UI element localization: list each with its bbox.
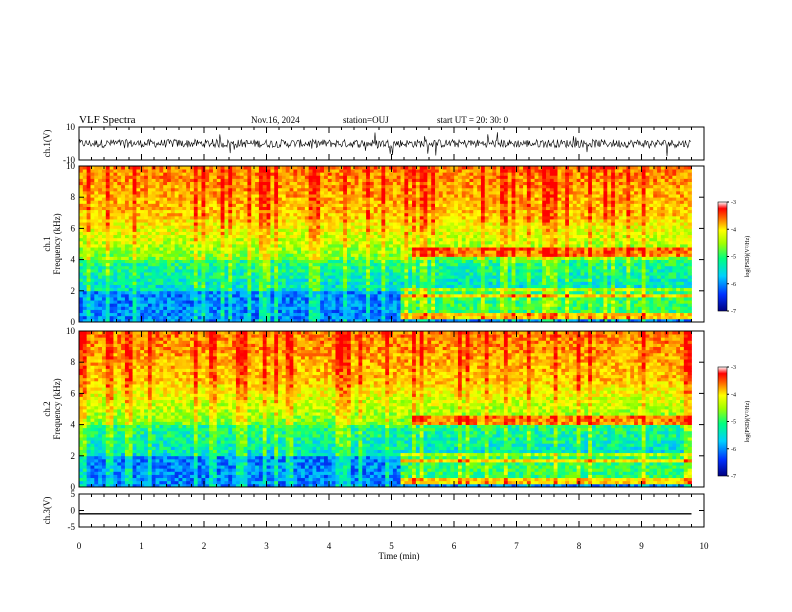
x-tick-label: 7 (514, 541, 519, 551)
y-tick-label: 0 (71, 506, 76, 516)
x-tick-label: 5 (389, 541, 394, 551)
colorbar-label: log(PSD)(V²/Hz) (744, 401, 751, 442)
start-time-label: start UT = 20: 30: 0 (437, 115, 509, 125)
y-axis-label: ch.1(V) (42, 130, 52, 158)
y-tick-label: 2 (71, 451, 76, 461)
colorbar-tick-label: -7 (731, 474, 736, 480)
y-tick-label: 4 (71, 420, 76, 430)
station-label: station=OUJ (343, 115, 389, 125)
colorbar-gradient (717, 201, 728, 312)
x-tick-label: 8 (577, 541, 582, 551)
colorbar-tick-label: -3 (731, 200, 736, 206)
y-tick-label: 8 (71, 192, 76, 202)
x-tick-label: 3 (264, 541, 269, 551)
x-tick-label: 2 (202, 541, 207, 551)
y-tick-label: 10 (66, 161, 76, 171)
x-tick-label: 0 (77, 541, 82, 551)
y-axis-label: ch.1 (42, 236, 52, 251)
colorbar-tick-label: -5 (731, 255, 736, 261)
y-axis-label: Frequency (kHz) (52, 213, 62, 274)
figure-title: VLF Spectra (79, 114, 136, 126)
y-tick-label: 0 (71, 317, 76, 327)
y-tick-label: 8 (71, 357, 76, 367)
x-tick-label: 4 (327, 541, 332, 551)
date-label: Nov.16, 2024 (251, 115, 300, 125)
ch1-spectrogram-panel: 0 2 4 6 8 10 ch.1 Frequency (kHz) (42, 161, 705, 327)
y-tick-label: -5 (68, 522, 76, 532)
colorbar-tick-label: -6 (731, 447, 736, 453)
y-tick-label: 10 (66, 326, 76, 336)
x-tick-label: 1 (139, 541, 144, 551)
y-tick-label: 10 (66, 122, 76, 132)
y-tick-label: 6 (71, 388, 76, 398)
x-axis-label: Time (min) (379, 551, 420, 561)
y-tick-label: 0 (71, 482, 76, 492)
y-tick-label: 6 (71, 223, 76, 233)
x-tick-label: 10 (700, 541, 710, 551)
ch2-spectrogram-panel: 0 2 4 6 8 10 ch.2 Frequency (kHz) (42, 326, 705, 492)
colorbar-tick-label: -3 (731, 365, 736, 371)
colorbar-tick-label: -7 (731, 309, 736, 315)
y-axis-label: ch.3(V) (42, 497, 52, 525)
x-tick-label: 6 (452, 541, 457, 551)
y-tick-label: 4 (71, 255, 76, 265)
colorbar-tick-label: -4 (731, 392, 736, 398)
ch3-waveform-panel: 5 0 -5 ch.3(V) (42, 489, 705, 532)
colorbar-label: log(PSD)(V²/Hz) (744, 236, 751, 277)
y-tick-label: 5 (71, 489, 76, 499)
ch1-colorbar: -3 -4 -5 -6 -7 log(PSD)(V²/Hz) (717, 200, 751, 315)
spectrogram-heatmap (79, 166, 692, 323)
ch2-colorbar: -3 -4 -5 -6 -7 log(PSD)(V²/Hz) (717, 365, 751, 480)
ch1-waveform-panel: 10 -10 ch.1(V) (42, 122, 705, 165)
spectrogram-heatmap (79, 331, 692, 488)
ch1-waveform-line (78, 132, 692, 157)
colorbar-tick-label: -5 (731, 420, 736, 426)
time-axis: 0 1 2 3 4 5 6 7 8 9 10 (77, 541, 709, 551)
y-axis-label: ch.2 (42, 401, 52, 416)
y-tick-label: 2 (71, 286, 76, 296)
y-tick-label: -10 (63, 155, 75, 165)
colorbar-tick-label: -6 (731, 282, 736, 288)
colorbar-tick-label: -4 (731, 227, 736, 233)
colorbar-gradient (717, 366, 728, 477)
x-tick-label: 9 (639, 541, 644, 551)
y-axis-label: Frequency (kHz) (52, 378, 62, 439)
